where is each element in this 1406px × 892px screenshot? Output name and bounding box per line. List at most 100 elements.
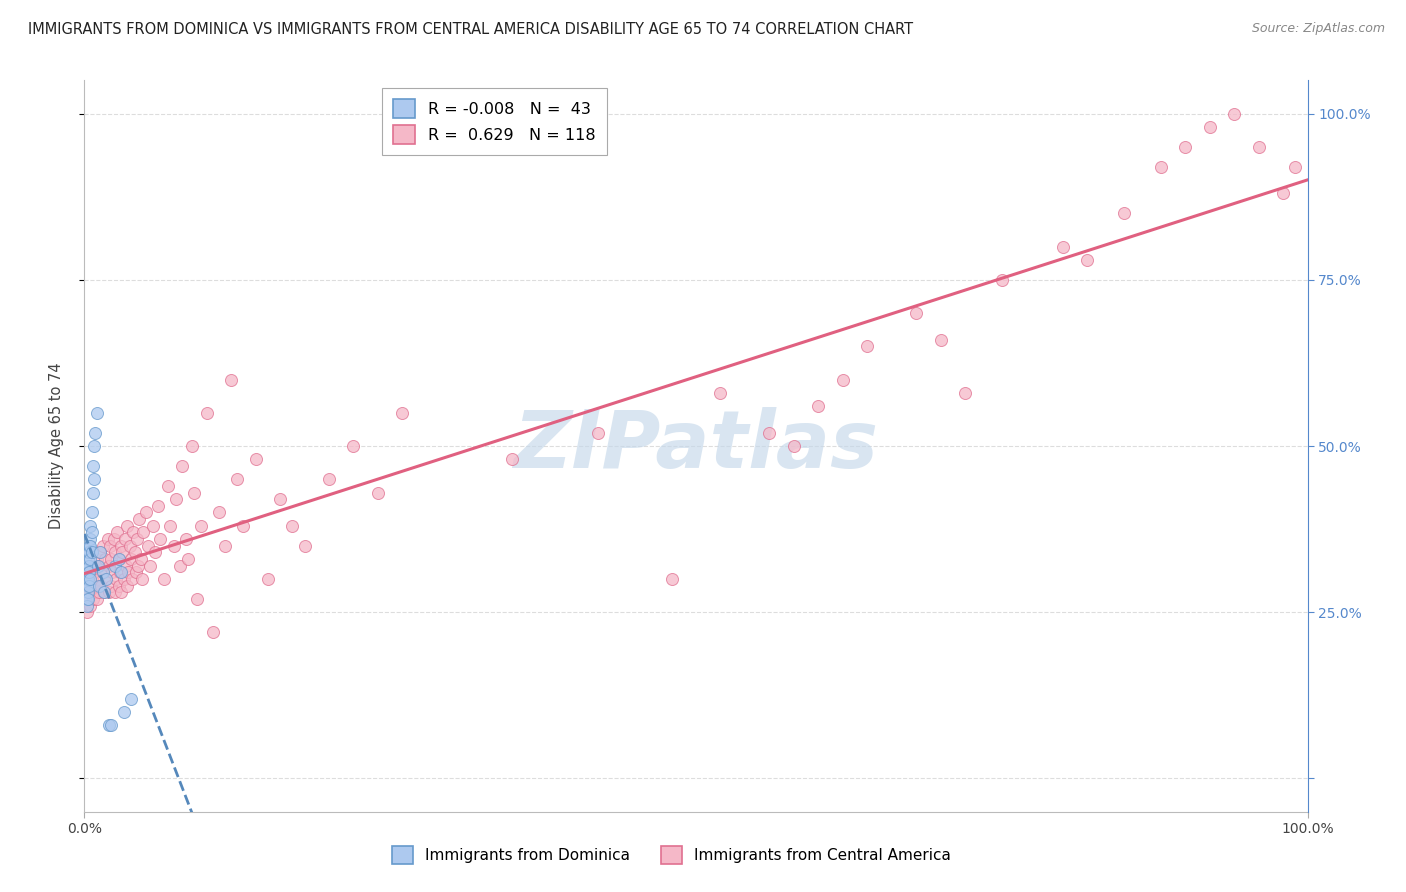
Point [80,545,103,559]
Point [86,552,108,566]
Point [132,525,155,540]
Point [105,572,128,586]
Point [79,518,101,533]
Point [1198,120,1220,134]
Point [1272,186,1295,201]
Point [163,539,186,553]
Point [77,545,100,559]
Point [79,539,101,553]
Point [139,558,162,573]
Point [1247,140,1270,154]
Point [219,372,242,386]
Point [709,385,731,400]
Point [783,439,806,453]
Point [91,539,114,553]
Point [80,572,103,586]
Point [76,558,98,573]
Point [111,545,134,559]
Point [1052,239,1074,253]
Point [104,585,127,599]
Point [129,552,152,566]
Point [856,339,879,353]
Point [107,552,129,566]
Point [77,566,100,580]
Point [82,458,104,473]
Point [76,579,98,593]
Point [165,492,187,507]
Point [83,585,105,599]
Point [79,599,101,613]
Point [186,591,208,606]
Point [1150,160,1173,174]
Point [84,425,107,440]
Point [104,545,127,559]
Point [953,385,976,400]
Point [97,718,120,732]
Point [118,539,141,553]
Point [86,591,108,606]
Point [201,625,224,640]
Point [77,591,100,606]
Point [117,566,139,580]
Point [83,566,105,580]
Point [77,539,100,553]
Point [97,532,120,546]
Point [100,718,122,732]
Point [991,273,1014,287]
Point [83,472,105,486]
Point [174,532,197,546]
Point [112,705,135,719]
Point [77,552,100,566]
Y-axis label: Disability Age 65 to 74: Disability Age 65 to 74 [49,363,63,529]
Point [208,506,231,520]
Point [149,532,172,546]
Point [108,566,131,580]
Point [110,566,132,580]
Point [181,439,204,453]
Point [195,406,218,420]
Point [89,545,111,559]
Point [142,518,165,533]
Point [156,479,179,493]
Point [112,572,135,586]
Point [79,532,101,546]
Point [91,566,114,580]
Point [90,579,112,593]
Point [77,591,100,606]
Point [89,545,111,559]
Point [367,485,389,500]
Point [1284,160,1306,174]
Point [77,585,100,599]
Point [100,552,122,566]
Point [83,439,105,453]
Point [76,605,98,619]
Point [107,579,129,593]
Point [97,585,120,599]
Point [120,552,142,566]
Point [82,591,104,606]
Point [124,545,146,559]
Text: IMMIGRANTS FROM DOMINICA VS IMMIGRANTS FROM CENTRAL AMERICA DISABILITY AGE 65 TO: IMMIGRANTS FROM DOMINICA VS IMMIGRANTS F… [28,22,914,37]
Point [159,518,181,533]
Point [77,585,100,599]
Point [183,485,205,500]
Point [905,306,928,320]
Point [127,558,149,573]
Point [1223,106,1246,120]
Point [831,372,853,386]
Point [76,572,98,586]
Point [84,579,107,593]
Point [100,579,122,593]
Point [80,506,103,520]
Point [104,558,127,573]
Point [82,558,104,573]
Point [115,558,138,573]
Point [79,552,101,566]
Point [1076,252,1098,267]
Point [114,532,136,546]
Point [318,472,340,486]
Point [135,506,157,520]
Point [586,425,609,440]
Point [226,472,249,486]
Point [93,585,115,599]
